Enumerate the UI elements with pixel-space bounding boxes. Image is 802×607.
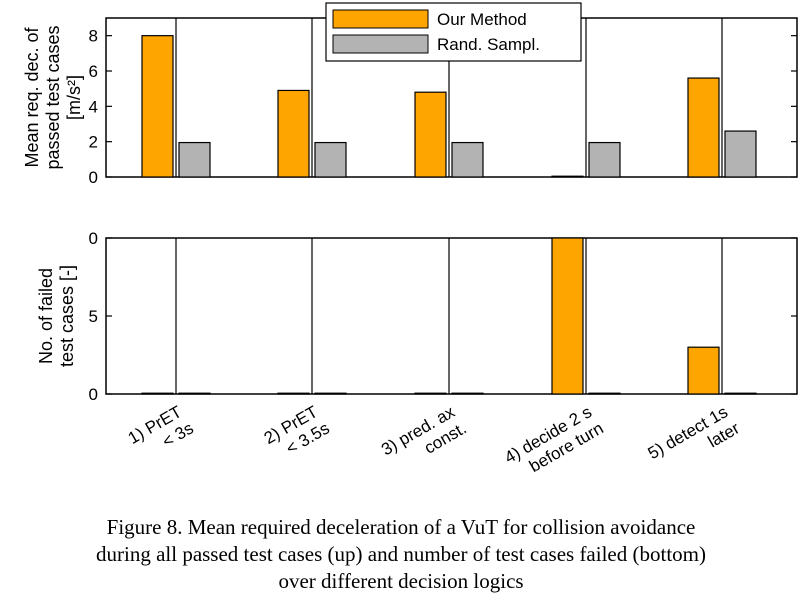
bar-our-method-4: [551, 175, 584, 178]
bar-our-method-2: [277, 89, 310, 178]
legend: Our Method Rand. Sampl.: [325, 2, 582, 62]
caption-line-2: during all passed test cases (up) and nu…: [96, 542, 706, 566]
legend-label: Our Method: [437, 10, 527, 29]
y-tick-label: 0: [89, 229, 98, 248]
bar-our-method-1: [141, 35, 174, 178]
bar-our-method-5: [687, 77, 720, 178]
y-tick-label: 6: [89, 62, 98, 81]
y-axis-label: test cases [-]: [57, 265, 77, 367]
bar-rand-sampl-1: [178, 141, 211, 178]
y-axis-label: Mean req. dec. of: [22, 26, 42, 167]
legend-swatch: [332, 34, 429, 54]
y-axis-label: [m/s²]: [64, 75, 84, 120]
y-tick-label: 4: [89, 97, 98, 116]
bar-rand-sampl-2: [314, 141, 347, 178]
bottom-bar-chart: 0 5 0 No. of failed test cases [-]: [36, 229, 798, 404]
bar-our-method-4: [551, 237, 584, 395]
figure-caption: Figure 8. Mean required deceleration of …: [0, 514, 802, 595]
bar-rand-sampl-3: [451, 141, 484, 178]
bar-rand-sampl-4: [588, 141, 621, 178]
caption-line-3: over different decision logics: [278, 569, 524, 593]
y-tick-label: 2: [89, 133, 98, 152]
y-tick-label: 0: [89, 385, 98, 404]
legend-label: Rand. Sampl.: [437, 35, 540, 54]
bar-our-method-1: [141, 392, 174, 395]
bar-rand-sampl-1: [178, 392, 211, 395]
caption-line-1: Figure 8. Mean required deceleration of …: [106, 515, 696, 539]
y-tick-label: 5: [89, 307, 98, 326]
bar-our-method-3: [414, 392, 447, 395]
bar-rand-sampl-4: [588, 392, 621, 395]
bar-rand-sampl-5: [724, 392, 757, 395]
bar-our-method-5: [687, 346, 720, 395]
bar-our-method-3: [414, 91, 447, 178]
y-axis-label: No. of failed: [36, 268, 56, 364]
figure: 0 2 4 6 8 Mean req. dec. of passed test cases[…: [22, 2, 798, 476]
bar-our-method-2: [277, 392, 310, 395]
bar-rand-sampl-2: [314, 392, 347, 395]
bar-rand-sampl-5: [724, 130, 757, 178]
y-axis-label: passed test cases: [43, 25, 63, 169]
y-tick-label: 0: [89, 168, 98, 187]
bar-rand-sampl-3: [451, 392, 484, 395]
category-labels: 1) PrET< 3s 2) PrET< 3.5s 3) pred. axconst…: [125, 402, 743, 476]
top-bar-chart: 0 2 4 6 8 Mean req. dec. of passed test cases[…: [22, 17, 798, 187]
legend-swatch: [332, 9, 429, 29]
y-tick-label: 8: [89, 27, 98, 46]
